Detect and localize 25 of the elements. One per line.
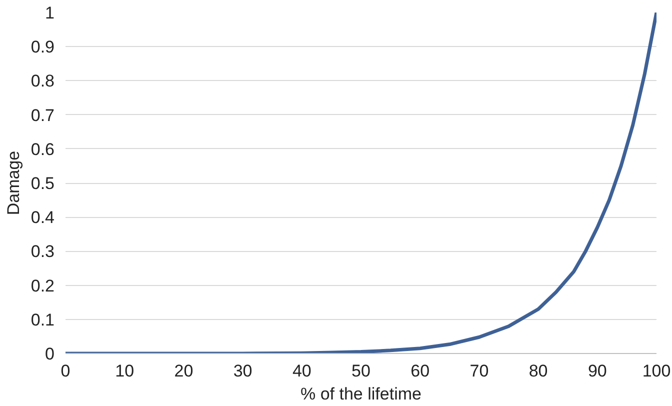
x-tick-label: 20 (174, 362, 194, 380)
y-tick-label: 0.7 (30, 106, 55, 125)
y-tick-label: 0.9 (30, 38, 55, 57)
x-tick-label: 0 (60, 362, 70, 380)
y-tick-label: 0.1 (30, 310, 55, 330)
x-axis-title: % of the lifetime (300, 384, 422, 404)
x-tick-label: 80 (528, 362, 548, 380)
x-tick-label: 70 (470, 362, 489, 380)
x-tick-label: 50 (352, 362, 370, 380)
y-tick-label: 0 (45, 344, 55, 364)
y-tick-label: 0.8 (30, 72, 55, 91)
y-tick-label: 0.4 (30, 208, 55, 228)
x-tick-label: 10 (115, 362, 134, 380)
x-tick-label: 40 (292, 362, 312, 380)
y-tick-label: 0.6 (30, 140, 55, 159)
y-tick-label: 0.2 (30, 276, 55, 296)
line-series (66, 12, 656, 354)
x-tick-label: 30 (233, 362, 252, 380)
x-tick-label: 60 (410, 362, 430, 380)
y-tick-label: 0.3 (30, 242, 55, 262)
y-tick-label: 0.5 (30, 174, 55, 193)
x-tick-label: 90 (588, 362, 607, 380)
y-axis-title: Damage (4, 150, 23, 216)
x-tick-label: 100 (642, 362, 671, 380)
y-tick-label: 1 (45, 4, 55, 22)
